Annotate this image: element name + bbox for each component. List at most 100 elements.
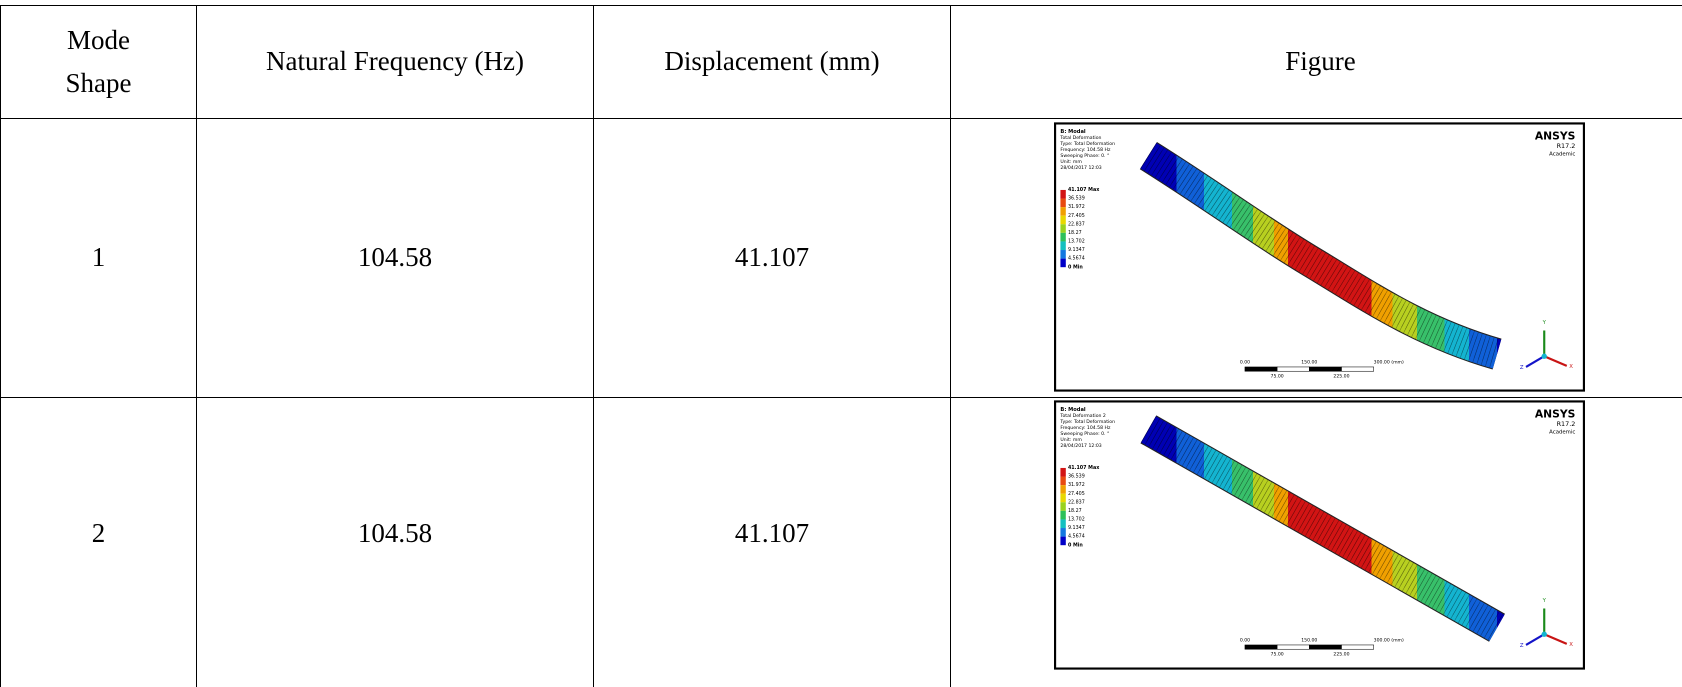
header-text: Natural Frequency (Hz) xyxy=(266,40,524,83)
header-text: Mode Shape xyxy=(59,19,139,105)
legend-swatch xyxy=(1060,485,1065,494)
scale-label: 0.00 xyxy=(1240,638,1250,644)
info-text: Frequency: 104.58 Hz xyxy=(1060,147,1111,153)
header-text: Figure xyxy=(1285,40,1356,83)
info-text: Unit: mm xyxy=(1060,437,1082,443)
frequency: 104.58 xyxy=(358,236,432,279)
cell: 1 xyxy=(0,118,196,397)
legend-swatch xyxy=(1060,224,1065,233)
legend-swatch xyxy=(1060,477,1065,486)
scale-bar xyxy=(1341,367,1373,371)
legend-label: 31.972 xyxy=(1068,482,1085,488)
legend-label: 18.27 xyxy=(1068,230,1082,236)
info-text: Unit: mm xyxy=(1060,159,1082,165)
legend-label: 0 Min xyxy=(1068,264,1083,270)
cell: 104.58 xyxy=(196,118,593,397)
legend-label: 31.972 xyxy=(1068,204,1085,210)
cell: 41.107 xyxy=(593,397,950,687)
info-text: Type: Total Deformation xyxy=(1059,141,1115,147)
legend-swatch xyxy=(1060,233,1065,242)
axis-label: X xyxy=(1569,642,1573,648)
legend-label: 27.405 xyxy=(1068,213,1085,219)
displacement: 41.107 xyxy=(735,512,809,555)
frequency: 104.58 xyxy=(358,512,432,555)
scale-bar xyxy=(1341,645,1373,649)
legend-label: 4.5674 xyxy=(1068,534,1085,540)
legend-label: 0 Min xyxy=(1068,542,1083,548)
scale-label: 150.00 xyxy=(1301,360,1317,366)
legend-label: 27.405 xyxy=(1068,491,1085,497)
page: Mode Shape Natural Frequency (Hz) Displa… xyxy=(0,0,1682,670)
brand: ANSYS xyxy=(1535,408,1575,421)
info-text: 28/04/2017 12:03 xyxy=(1060,165,1101,171)
legend-swatch xyxy=(1060,511,1065,520)
edition: Academic xyxy=(1549,152,1575,158)
header-cell: Displacement (mm) xyxy=(593,5,950,118)
info-text: Total Deformation 2 xyxy=(1059,413,1105,419)
scale-bar xyxy=(1245,367,1277,371)
legend-swatch xyxy=(1060,528,1065,537)
mode: 1 xyxy=(92,236,106,279)
displacement: 41.107 xyxy=(735,236,809,279)
legend-swatch xyxy=(1060,250,1065,259)
legend-swatch xyxy=(1060,241,1065,250)
legend-swatch xyxy=(1060,259,1065,268)
scale-bar xyxy=(1309,645,1341,649)
legend-label: 22.837 xyxy=(1068,221,1085,227)
axis-label: Z xyxy=(1520,643,1524,649)
scale-label: 75.00 xyxy=(1271,374,1284,380)
legend-label: 41.107 Max xyxy=(1068,465,1100,471)
mode: 2 xyxy=(92,512,106,555)
scale-bar xyxy=(1277,645,1309,649)
scale-label: 150.00 xyxy=(1301,638,1317,644)
legend-swatch xyxy=(1060,199,1065,208)
scale-label: 225.00 xyxy=(1333,652,1349,658)
legend-swatch xyxy=(1060,190,1065,199)
scale-label: 0.00 xyxy=(1240,360,1250,366)
legend-label: 41.107 Max xyxy=(1068,187,1100,193)
version: R17.2 xyxy=(1557,142,1576,150)
info-text: B: Modal xyxy=(1060,129,1085,135)
scale-label: 225.00 xyxy=(1333,374,1349,380)
axis-label: Y xyxy=(1542,598,1547,604)
legend-label: 13.702 xyxy=(1068,517,1085,523)
scale-bar xyxy=(1277,367,1309,371)
legend-label: 9.1347 xyxy=(1068,525,1085,531)
cell: 2 xyxy=(0,397,196,687)
scale-label: 300.00 (mm) xyxy=(1374,638,1404,644)
edition: Academic xyxy=(1549,430,1575,436)
legend-swatch xyxy=(1060,502,1065,511)
info-text: Frequency: 104.58 Hz xyxy=(1060,425,1111,431)
legend-label: 36.539 xyxy=(1068,474,1085,480)
header-cell: Figure xyxy=(950,5,1682,118)
info-text: 28/04/2017 12:03 xyxy=(1060,443,1101,449)
brand: ANSYS xyxy=(1535,130,1575,143)
legend-label: 4.5674 xyxy=(1068,256,1085,262)
info-text: Sweeping Phase: 0. ° xyxy=(1060,153,1109,159)
legend-label: 18.27 xyxy=(1068,508,1082,514)
scale-label: 75.00 xyxy=(1271,652,1284,658)
cell: 104.58 xyxy=(196,397,593,687)
legend-swatch xyxy=(1060,468,1065,477)
axis-label: X xyxy=(1569,364,1573,370)
legend-swatch xyxy=(1060,519,1065,528)
legend-swatch xyxy=(1060,216,1065,225)
legend-label: 36.539 xyxy=(1068,196,1085,202)
legend-swatch xyxy=(1060,537,1065,546)
legend-label: 22.837 xyxy=(1068,499,1085,505)
header-cell: Mode Shape xyxy=(0,5,196,118)
axis-label: Y xyxy=(1542,320,1547,326)
legend-swatch xyxy=(1060,207,1065,216)
legend-swatch xyxy=(1060,494,1065,503)
scale-label: 300.00 (mm) xyxy=(1374,360,1404,366)
header-text: Displacement (mm) xyxy=(664,40,879,83)
legend-label: 9.1347 xyxy=(1068,247,1085,253)
axis-origin xyxy=(1542,354,1547,359)
info-text: Sweeping Phase: 0. ° xyxy=(1060,431,1109,437)
legend-label: 13.702 xyxy=(1068,239,1085,245)
scale-bar xyxy=(1245,645,1277,649)
info-text: Total Deformation xyxy=(1059,135,1101,141)
scale-bar xyxy=(1309,367,1341,371)
info-text: Type: Total Deformation xyxy=(1059,419,1115,425)
